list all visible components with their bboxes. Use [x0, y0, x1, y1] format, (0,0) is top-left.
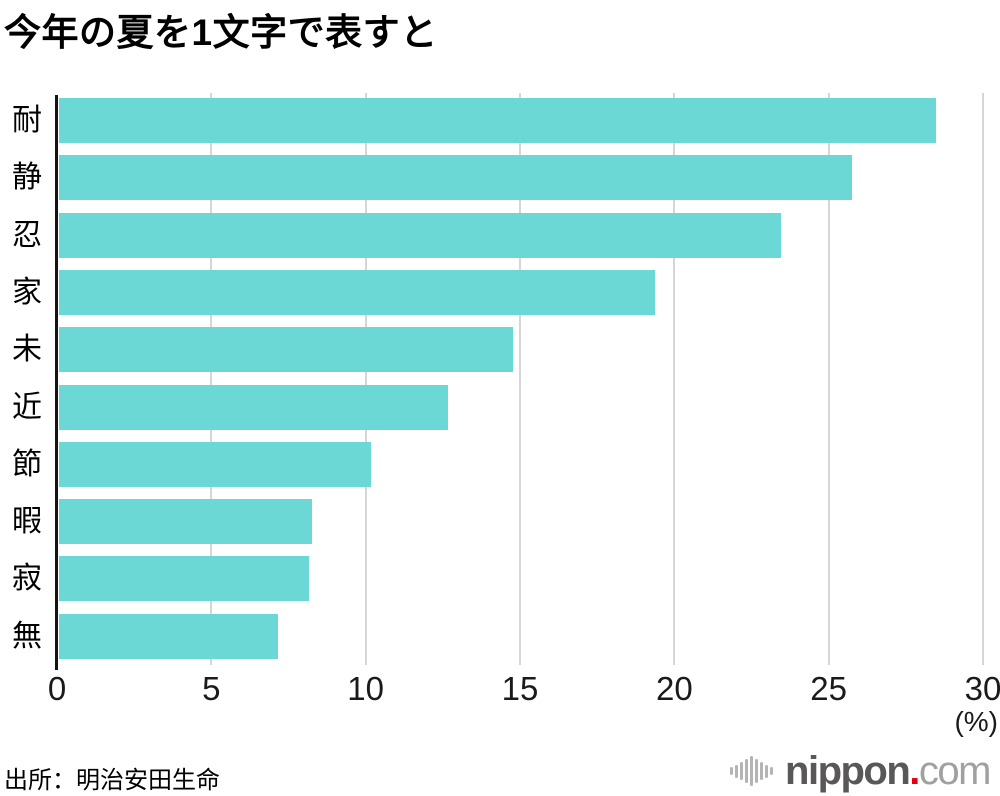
- bar-8: [59, 499, 313, 545]
- chart-title: 今年の夏を1文字で表すと: [4, 12, 438, 53]
- category-label-4: 家: [12, 275, 42, 309]
- logo-text-main: nippon: [785, 749, 911, 793]
- soundwave-icon: [730, 756, 775, 786]
- category-label-1: 耐: [12, 104, 42, 137]
- bar-10: [59, 613, 279, 659]
- x-tick-label-30: 30: [964, 670, 1000, 707]
- x-tick-label-0: 0: [47, 670, 67, 707]
- x-tick-label-5: 5: [202, 670, 221, 707]
- category-label-7: 節: [12, 447, 42, 481]
- plot-area: (%) 0 5 10 15 20 25 30 耐静忍家未近節暇寂無: [12, 93, 1000, 737]
- category-label-2: 静: [12, 161, 42, 195]
- category-label-6: 近: [12, 390, 42, 424]
- logo-text: nippon.com: [785, 746, 992, 796]
- gridline-20: [673, 93, 676, 665]
- logo-text-dot: .: [909, 749, 920, 793]
- logo-text-suffix: com: [918, 749, 992, 793]
- category-label-10: 無: [12, 619, 42, 653]
- gridline-25: [827, 93, 830, 665]
- x-axis-unit-label: (%): [954, 706, 998, 737]
- x-tick-label-20: 20: [655, 670, 693, 707]
- bar-4: [59, 269, 655, 315]
- gridline-10: [364, 93, 367, 665]
- bar-2: [59, 155, 853, 201]
- bar-5: [59, 327, 513, 373]
- x-tick-label-10: 10: [347, 670, 385, 707]
- bar-7: [59, 441, 371, 487]
- gridline-5: [210, 93, 213, 665]
- y-axis-line: [55, 95, 58, 670]
- gridline-15: [519, 93, 521, 665]
- category-label-5: 未: [12, 333, 42, 367]
- bar-3: [59, 212, 782, 258]
- nippon-logo: nippon.com: [730, 746, 992, 796]
- bar-6: [59, 384, 448, 430]
- bar-9: [59, 556, 310, 602]
- bar-1: [59, 98, 936, 143]
- category-label-9: 寂: [12, 562, 42, 596]
- x-tick-label-25: 25: [810, 670, 848, 707]
- source-note: 出所：明治安田生命: [4, 767, 220, 794]
- category-label-8: 暇: [12, 505, 42, 539]
- gridline-30: [982, 93, 984, 665]
- category-label-3: 忍: [12, 218, 42, 252]
- x-tick-label-15: 15: [501, 670, 539, 707]
